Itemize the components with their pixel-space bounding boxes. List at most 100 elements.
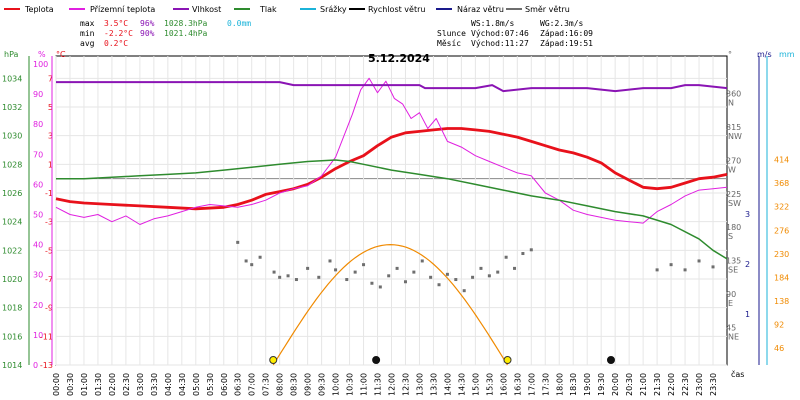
- tick-label-time: 11:00: [360, 373, 369, 396]
- tick-label-ms: 1: [745, 310, 750, 319]
- series-line: [55, 77, 728, 225]
- tick-label-direction-name: NW: [728, 132, 742, 141]
- tick-label-direction-name: W: [728, 165, 736, 174]
- wind-direction-point: [683, 268, 687, 272]
- tick-label-time: 02:30: [122, 373, 131, 396]
- tick-label-mm: 230: [774, 250, 789, 259]
- wind-direction-point: [395, 266, 399, 270]
- tick-label-pct: 90: [33, 90, 43, 99]
- tick-label-time: 08:00: [276, 373, 285, 396]
- sun-arc: [272, 243, 509, 366]
- legend-label-smer-vetru: Směr větru: [525, 5, 570, 14]
- wind-direction-point: [504, 255, 508, 259]
- tick-label-time: 09:30: [318, 373, 327, 396]
- tick-label-pct: 40: [33, 241, 43, 250]
- tick-label-time: 19:30: [597, 373, 606, 396]
- tick-label-time: 06:30: [234, 373, 243, 396]
- tick-label-hpa: 1020: [2, 275, 22, 284]
- wind-direction-point: [286, 274, 290, 278]
- stat-moonset: Západ:19:51: [540, 39, 593, 48]
- legend-item-vlhkost: Vlhkost: [173, 5, 221, 14]
- legend-label-naraz-vetru: Náraz větru: [457, 5, 504, 14]
- wind-direction-point: [529, 248, 533, 252]
- moonset-marker: [606, 356, 615, 364]
- tick-label-hpa: 1022: [2, 246, 22, 255]
- legend-item-tlak: Tlak: [234, 5, 277, 14]
- tick-label-time: 16:00: [499, 373, 508, 396]
- tick-label-hpa: 1026: [2, 189, 22, 198]
- stat-wg: WG:2.3m/s: [540, 19, 584, 28]
- tick-label-time: 04:30: [178, 373, 187, 396]
- series-layer: [55, 77, 728, 366]
- tick-label-time: 16:30: [513, 373, 522, 396]
- tick-label-temp: 7: [48, 74, 53, 83]
- wind-direction-point: [353, 270, 357, 274]
- stat-max-hum: 96%: [140, 19, 155, 28]
- tick-label-temp: 1: [48, 160, 53, 169]
- tick-label-time: 23:30: [709, 373, 718, 396]
- wind-direction-point: [445, 272, 449, 276]
- stat-rain: 0.0mm: [227, 19, 251, 28]
- tick-label-mm: 46: [774, 344, 784, 353]
- moonrise-marker: [372, 356, 381, 364]
- tick-label-direction: 360: [726, 89, 741, 98]
- tick-label-hpa: 1028: [2, 160, 22, 169]
- tick-label-pct: 80: [33, 120, 43, 129]
- wind-direction-point: [306, 266, 310, 270]
- tick-label-time: 02:00: [108, 373, 117, 396]
- legend-label-teplota: Teplota: [24, 5, 54, 14]
- tick-label-direction: 135: [726, 257, 741, 266]
- legend-item-prizemni-teplota: Přízemní teplota: [69, 5, 155, 14]
- chart-title: 5.12.2024: [368, 52, 430, 65]
- stat-max-temp: 3.5°C: [104, 19, 128, 28]
- wind-direction-point: [370, 281, 374, 285]
- tick-label-time: 20:00: [611, 373, 620, 396]
- wind-direction-point: [479, 266, 483, 270]
- tick-label-hpa: 1016: [2, 332, 22, 341]
- tick-label-direction-name: SE: [728, 266, 738, 275]
- tick-label-time: 11:30: [374, 373, 383, 396]
- stat-avg-temp: 0.2°C: [104, 39, 128, 48]
- tick-label-pct: 100: [33, 60, 48, 69]
- wind-direction-point: [378, 285, 382, 289]
- wind-direction-point: [387, 274, 391, 278]
- tick-label-hpa: 1014: [2, 361, 22, 370]
- wind-direction-point: [420, 259, 424, 263]
- tick-label-hpa: 1024: [2, 218, 22, 227]
- wind-direction-point: [496, 270, 500, 274]
- series-line: [55, 127, 728, 211]
- tick-label-time: 10:30: [346, 373, 355, 396]
- axes-layer: hPa% °C ° m/s mm1014101610181020102210241026…: [2, 50, 795, 396]
- axis-title: °C: [56, 50, 66, 59]
- stat-min-hum: 90%: [140, 29, 155, 38]
- tick-label-time: 09:00: [304, 373, 313, 396]
- axis-title: hPa: [4, 50, 19, 59]
- tick-label-time: 01:00: [80, 373, 89, 396]
- wind-direction-point: [697, 259, 701, 263]
- tick-label-time: 00:00: [52, 373, 61, 396]
- tick-label-mm: 184: [774, 273, 789, 282]
- axis-title-x: čas: [731, 369, 744, 379]
- tick-label-time: 21:30: [653, 373, 662, 396]
- legend-label-prizemni-teplota: Přízemní teplota: [90, 5, 155, 14]
- axis-title-deg: °: [728, 50, 732, 59]
- wind-direction-point: [513, 266, 517, 270]
- wind-direction-point: [328, 259, 332, 263]
- tick-label-mm: 322: [774, 203, 789, 212]
- wind-direction-point: [471, 275, 475, 279]
- wind-direction-point: [487, 274, 491, 278]
- tick-label-hpa: 1030: [2, 132, 22, 141]
- tick-label-direction-name: S: [728, 232, 733, 241]
- tick-label-ms: 3: [745, 210, 750, 219]
- wind-direction-point: [345, 278, 349, 282]
- stat-min-label: min: [80, 29, 95, 38]
- tick-label-ms: 2: [745, 260, 750, 269]
- legend-label-vlhkost: Vlhkost: [192, 5, 221, 14]
- tick-label-time: 12:30: [401, 373, 410, 396]
- tick-label-time: 13:30: [429, 373, 438, 396]
- tick-label-temp: -5: [45, 246, 53, 255]
- tick-label-time: 18:00: [555, 373, 564, 396]
- wind-direction-point: [334, 268, 338, 272]
- wind-direction-point: [362, 263, 366, 267]
